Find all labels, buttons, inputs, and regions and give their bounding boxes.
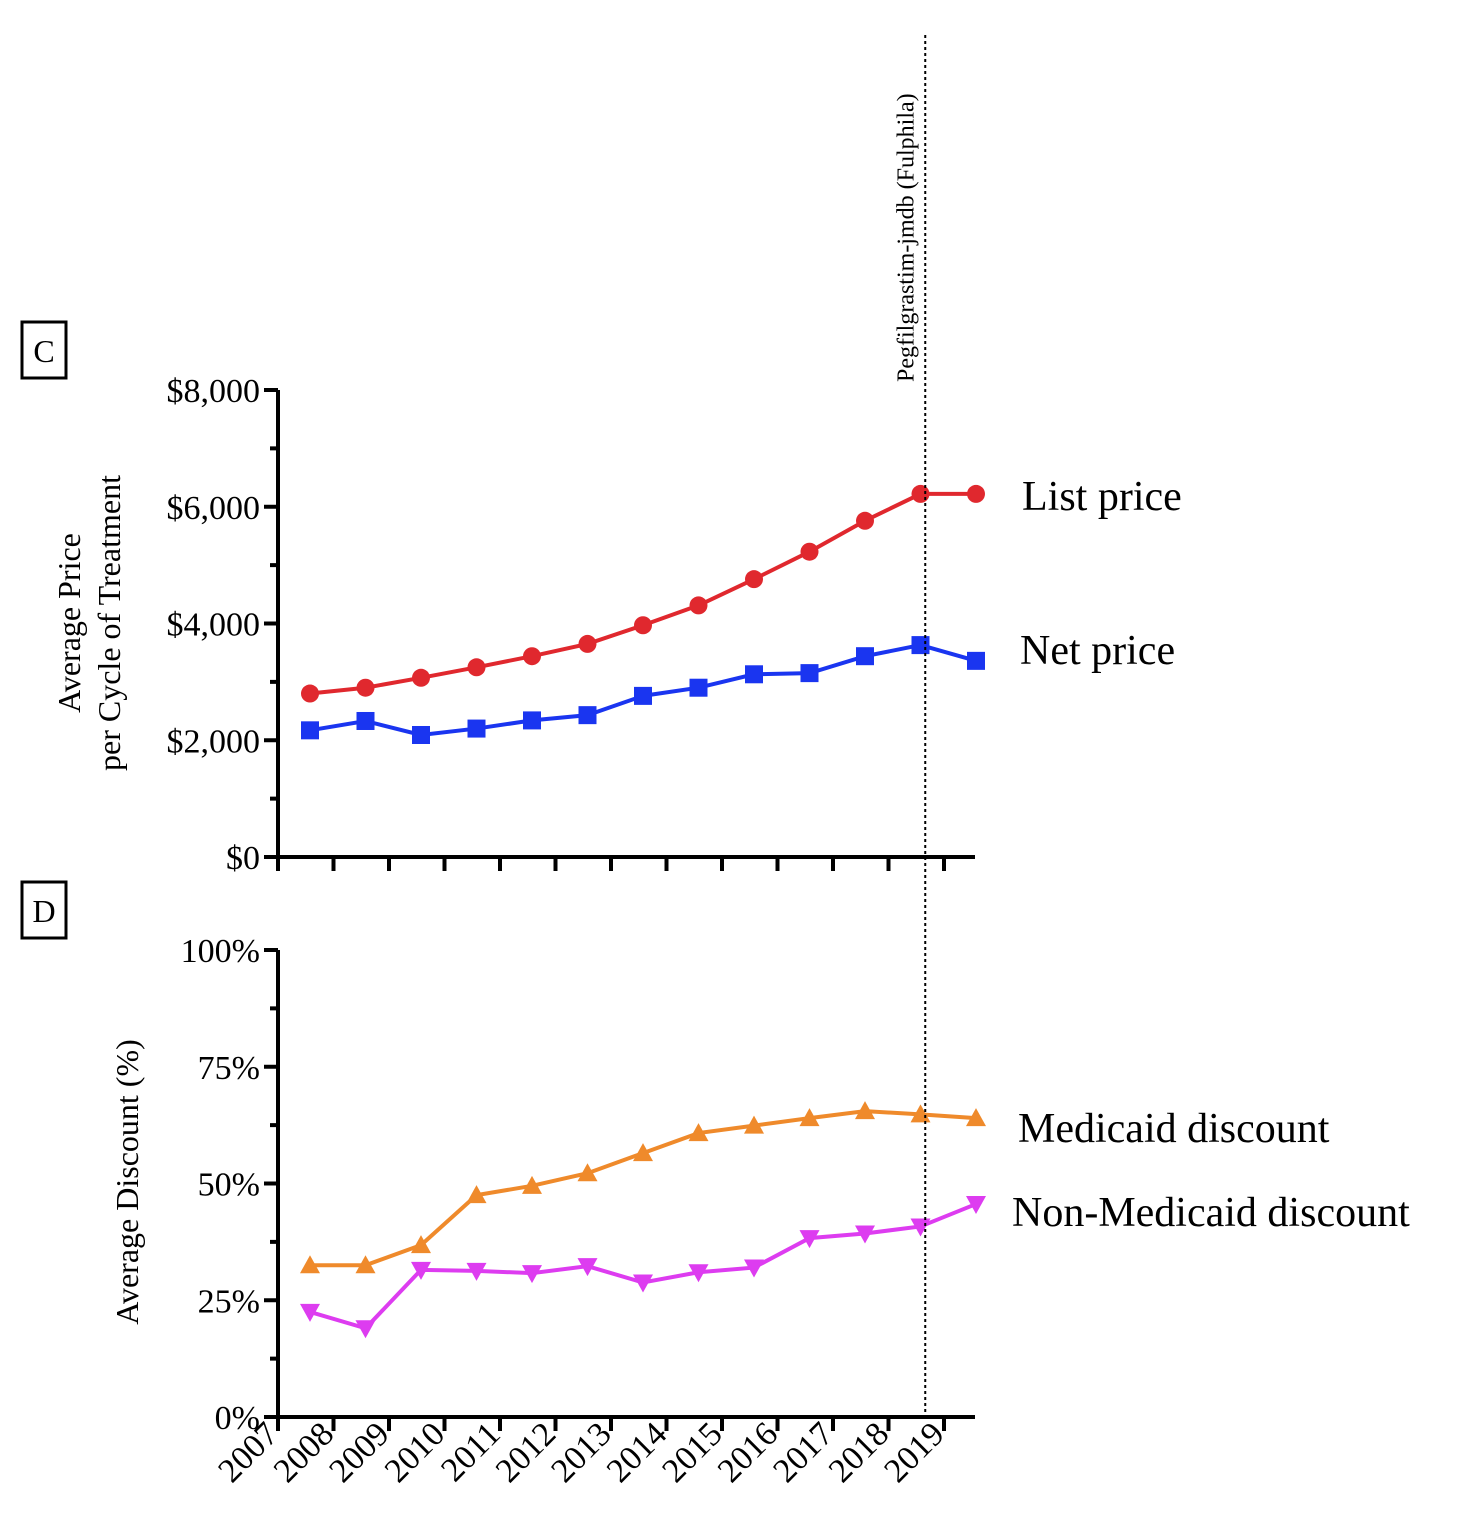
medicaid-discount-point: [411, 1235, 431, 1254]
panel-d-y-tick-label: 75%: [198, 1050, 260, 1087]
medicaid-discount-point: [744, 1115, 764, 1134]
x-axis-tick-labels: 2007200820092010201120122013201420152016…: [211, 1415, 951, 1489]
panel-c: C Average Price per Cycle of Treatment $…: [20, 320, 1182, 877]
panel-d-y-axis-title: Average Discount (%): [109, 1039, 145, 1325]
list-price-point: [467, 658, 486, 677]
net-price-point: [356, 711, 375, 730]
list-price-point: [856, 511, 874, 530]
non-medicaid-discount-legend-label: Non-Medicaid discount: [1012, 1190, 1410, 1236]
panel-c-y-axis-title: Average Price per Cycle of Treatment: [51, 475, 127, 771]
medicaid-discount-line: [310, 1109, 977, 1268]
fulphila-launch-label: Pegfilgrastim-jmdb (Fulphila): [893, 93, 919, 382]
panel-c-y-tick-label: $4,000: [167, 607, 261, 644]
net-price-point: [412, 725, 430, 744]
net-price-legend-label: Net price: [1020, 628, 1175, 674]
net-price-point: [967, 651, 985, 670]
panel-c-axes: $0 $2,000 $4,000 $6,000 $8,000: [167, 373, 975, 877]
net-price-point: [856, 647, 874, 666]
medicaid-discount-point: [577, 1163, 598, 1182]
net-price-point: [301, 721, 319, 740]
non-medicaid-discount-point: [688, 1264, 709, 1283]
panel-d-y-tick-label: 100%: [181, 933, 260, 970]
non-medicaid-discount-line: [309, 1202, 977, 1331]
medicaid-discount-legend-label: Medicaid discount: [1018, 1106, 1330, 1152]
list-price-legend-label: List price: [1022, 474, 1182, 520]
non-medicaid-discount-point: [466, 1262, 487, 1281]
list-price-point: [634, 616, 652, 635]
panel-d-y-tick-label: 25%: [198, 1283, 260, 1320]
panel-c-letter: C: [33, 333, 54, 369]
medicaid-discount-point: [688, 1123, 709, 1142]
net-price-point: [578, 706, 597, 725]
net-price-point: [523, 711, 541, 730]
net-price-point: [634, 686, 652, 705]
panel-d-letter: D: [32, 893, 55, 929]
list-price-point: [967, 484, 985, 503]
panel-d-legend: Medicaid discount Non-Medicaid discount: [1012, 1106, 1410, 1236]
non-medicaid-discount-point: [355, 1320, 376, 1339]
panel-d-series: [300, 1101, 986, 1339]
panel-d-axes: 0% 25% 50% 75% 100%: [181, 933, 975, 1437]
non-medicaid-discount-point: [633, 1274, 653, 1293]
medicaid-discount-point: [966, 1108, 986, 1127]
non-medicaid-discount-point: [855, 1225, 875, 1244]
panel-c-y-tick-label: $8,000: [167, 373, 261, 410]
medicaid-discount-point: [799, 1108, 820, 1127]
panel-d-y-tick-label: 0%: [215, 1400, 260, 1437]
net-price-point: [745, 665, 763, 684]
panel-c-letter-box: [20, 320, 68, 380]
list-price-point: [523, 647, 541, 666]
event-annotation: Pegfilgrastim-jmdb (Fulphila): [893, 35, 927, 1417]
medicaid-discount-point: [633, 1143, 653, 1162]
panel-c-legend: List price Net price: [1020, 474, 1182, 674]
panel-c-y-tick-label: $0: [226, 840, 260, 877]
net-price-point: [800, 664, 819, 683]
net-price-point: [911, 636, 930, 655]
non-medicaid-discount-point: [577, 1258, 598, 1277]
list-price-point: [800, 542, 819, 561]
medicaid-discount-point: [355, 1255, 376, 1274]
non-medicaid-discount-point: [744, 1259, 764, 1278]
medicaid-discount-point: [466, 1185, 487, 1204]
panel-d-letter-box: [20, 880, 68, 940]
net-price-point: [689, 678, 708, 697]
list-price-line: [309, 491, 976, 696]
net-price-point: [467, 719, 486, 738]
non-medicaid-discount-point: [966, 1196, 986, 1215]
list-price-point: [356, 678, 375, 697]
panel-c-y-axis-title-line-1: Average Price: [51, 533, 87, 713]
non-medicaid-discount-point: [411, 1261, 431, 1280]
panel-c-y-axis-title-line-2: per Cycle of Treatment: [91, 475, 127, 771]
medicaid-discount-point: [300, 1255, 320, 1274]
medicaid-discount-point: [855, 1101, 875, 1120]
list-price-point: [745, 570, 763, 589]
panel-c-series: [301, 484, 985, 744]
panel-c-y-tick-label: $2,000: [167, 723, 261, 760]
panel-d-y-tick-label: 50%: [198, 1167, 260, 1204]
non-medicaid-discount-point: [300, 1303, 320, 1322]
medicaid-discount-point: [522, 1175, 542, 1194]
list-price-point: [301, 684, 319, 703]
non-medicaid-discount-point: [799, 1230, 820, 1249]
list-price-point: [689, 596, 708, 615]
list-price-point: [412, 668, 430, 687]
list-price-point: [578, 634, 597, 653]
non-medicaid-discount-point: [522, 1265, 542, 1284]
panel-c-y-tick-label: $6,000: [167, 490, 261, 527]
non-medicaid-discount-point: [910, 1218, 931, 1237]
panel-d: D Average Discount (%) 0% 25% 50% 75% 100% M…: [20, 880, 1410, 1490]
list-price-point: [911, 484, 930, 503]
